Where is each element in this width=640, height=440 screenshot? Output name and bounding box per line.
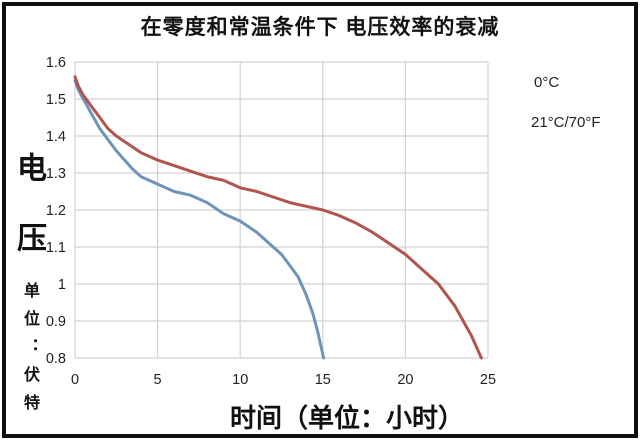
x-tick-label: 25 [480,372,496,388]
legend-label: 0°C [534,74,560,91]
x-tick-label: 5 [154,372,162,388]
x-tick-label: 20 [397,372,413,388]
y-tick-label: 1.5 [46,92,66,108]
y-tick-label: 1.1 [46,240,66,256]
x-tick-label: 15 [315,372,331,388]
series-line-1 [73,75,483,360]
legend-line-swatch [499,121,527,124]
series-line-0 [73,79,326,360]
x-tick-label: 10 [232,372,248,388]
y-tick-label: 1.3 [46,166,66,182]
legend-item-21c: 21°C/70°F [499,114,601,131]
y-tick-label: 1 [58,277,66,293]
y-tick-label: 1.4 [46,129,66,145]
legend-label: 21°C/70°F [531,114,601,131]
y-tick-label: 0.8 [46,351,66,367]
y-tick-label: 1.6 [46,55,66,71]
x-axis-label: 时间（单位：小时） [229,403,464,433]
legend-item-0c: 0°C [502,74,559,91]
y-tick-label: 1.2 [46,203,66,219]
y-axis-unit-label: 单位：伏特 [21,282,38,422]
y-axis-label: 电压 [12,152,45,292]
chart-title: 在零度和常温条件下 电压效率的衰减 [140,16,500,39]
legend-line-swatch [502,81,530,84]
x-tick-label: 0 [71,372,79,388]
y-tick-label: 0.9 [46,314,66,330]
